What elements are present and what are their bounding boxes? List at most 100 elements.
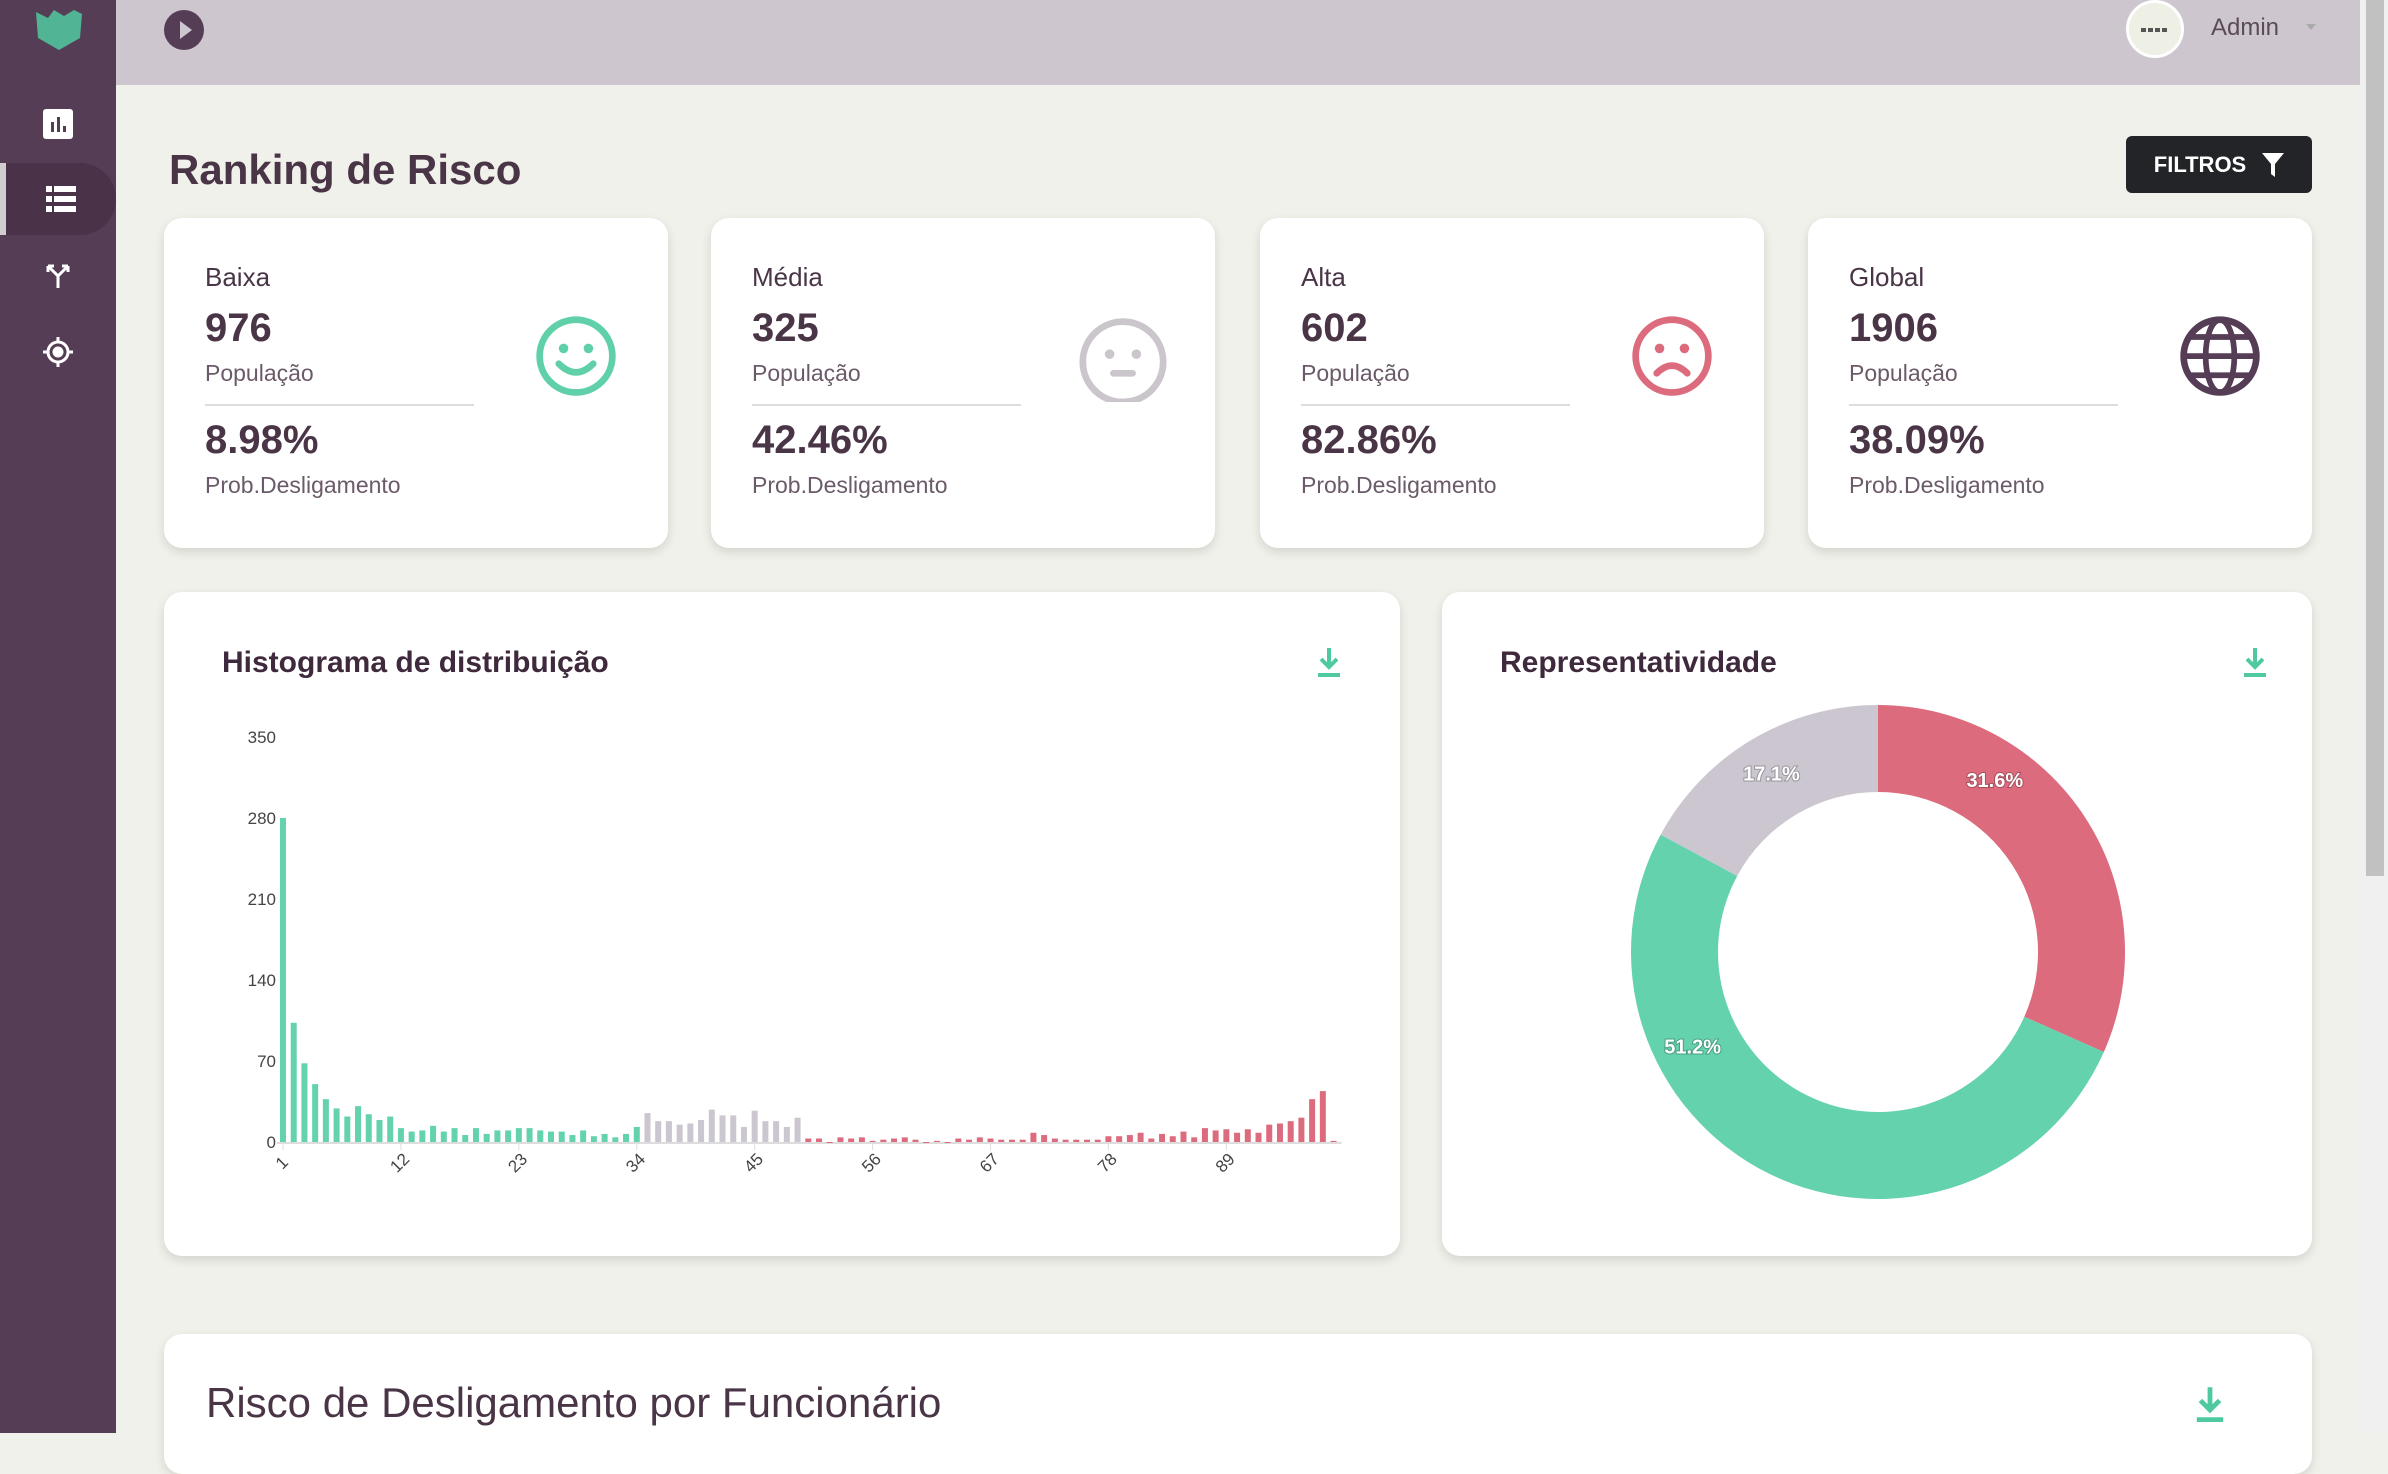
scrollbar-thumb[interactable] [2366, 0, 2384, 876]
histogram-bar[interactable] [612, 1137, 619, 1142]
histogram-bar[interactable] [848, 1138, 855, 1142]
histogram-bar[interactable] [558, 1131, 565, 1142]
histogram-bar[interactable] [1084, 1139, 1090, 1142]
histogram-bar[interactable] [1126, 1135, 1133, 1142]
histogram-bar[interactable] [322, 1099, 329, 1142]
histogram-bar[interactable] [1019, 1139, 1026, 1142]
download-icon[interactable] [1314, 646, 1344, 678]
histogram-bar[interactable] [987, 1138, 994, 1142]
histogram-bar[interactable] [1169, 1136, 1176, 1142]
histogram-bar[interactable] [676, 1124, 683, 1142]
histogram-bar[interactable] [966, 1139, 973, 1142]
filters-button[interactable]: FILTROS [2126, 136, 2312, 193]
histogram-bar[interactable] [312, 1084, 319, 1142]
histogram-bar[interactable] [1180, 1131, 1187, 1142]
histogram-bar[interactable] [665, 1121, 672, 1142]
donut-slice-alta[interactable] [1878, 705, 2125, 1052]
histogram-bar[interactable] [494, 1130, 501, 1142]
sidebar-item-dashboard[interactable] [0, 88, 116, 160]
histogram-bar[interactable] [837, 1137, 844, 1142]
donut-slice-baixa[interactable] [1630, 834, 2104, 1200]
histogram-bar[interactable] [1094, 1139, 1101, 1142]
histogram-bar[interactable] [762, 1121, 769, 1142]
histogram-bar[interactable] [290, 1022, 297, 1142]
avatar[interactable] [2126, 0, 2184, 58]
histogram-bar[interactable] [923, 1142, 930, 1143]
histogram-bar[interactable] [912, 1139, 919, 1142]
histogram-bar[interactable] [1255, 1132, 1262, 1142]
histogram-bar[interactable] [1030, 1132, 1037, 1142]
chevron-down-icon[interactable] [2306, 24, 2316, 30]
scrollbar[interactable] [2360, 0, 2388, 1433]
histogram-bar[interactable] [601, 1133, 608, 1142]
user-menu[interactable]: Admin [2211, 14, 2280, 41]
histogram-bar[interactable] [644, 1113, 651, 1142]
histogram-bar[interactable] [773, 1121, 780, 1142]
histogram-bar[interactable] [976, 1137, 983, 1142]
histogram-bar[interactable] [1298, 1117, 1305, 1142]
histogram-bar[interactable] [440, 1131, 447, 1142]
histogram-bar[interactable] [1073, 1139, 1080, 1142]
histogram-bar[interactable] [548, 1131, 554, 1142]
histogram-bar[interactable] [505, 1130, 512, 1142]
histogram-bar[interactable] [462, 1135, 469, 1142]
histogram-bar[interactable] [901, 1137, 908, 1142]
histogram-bar[interactable] [1212, 1130, 1219, 1142]
histogram-bar[interactable] [1105, 1136, 1112, 1142]
histogram-bar[interactable] [1191, 1137, 1198, 1142]
histogram-bar[interactable] [740, 1126, 747, 1142]
histogram-bar[interactable] [430, 1125, 437, 1142]
histogram-bar[interactable] [891, 1138, 898, 1142]
histogram-bar[interactable] [944, 1142, 951, 1143]
histogram-bar[interactable] [1234, 1132, 1241, 1142]
histogram-bar[interactable] [708, 1109, 715, 1142]
histogram-bar[interactable] [451, 1128, 458, 1142]
histogram-bar[interactable] [397, 1128, 404, 1142]
histogram-bar[interactable] [698, 1120, 705, 1142]
histogram-bar[interactable] [1244, 1129, 1251, 1142]
histogram-bar[interactable] [719, 1115, 726, 1142]
histogram-bar[interactable] [483, 1133, 490, 1142]
histogram-bar[interactable] [1266, 1124, 1273, 1142]
histogram-bar[interactable] [633, 1126, 640, 1142]
histogram-bar[interactable] [569, 1135, 576, 1142]
histogram-bar[interactable] [955, 1138, 962, 1142]
histogram-bar[interactable] [590, 1136, 597, 1142]
histogram-bar[interactable] [472, 1128, 479, 1142]
histogram-bar[interactable] [751, 1110, 758, 1142]
histogram-bar[interactable] [783, 1126, 790, 1142]
histogram-bar[interactable] [408, 1131, 415, 1142]
histogram-bar[interactable] [1223, 1129, 1230, 1142]
histogram-bar[interactable] [1051, 1138, 1058, 1142]
histogram-bar[interactable] [1276, 1123, 1283, 1142]
histogram-bar[interactable] [419, 1130, 426, 1142]
donut-slice-média[interactable] [1660, 705, 1878, 876]
histogram-bar[interactable] [730, 1115, 737, 1142]
histogram-bar[interactable] [1041, 1135, 1048, 1142]
histogram-bar[interactable] [869, 1140, 876, 1142]
histogram-bar[interactable] [355, 1106, 362, 1142]
histogram-bar[interactable] [826, 1142, 833, 1143]
download-icon[interactable] [2240, 646, 2270, 678]
histogram-bar[interactable] [1008, 1139, 1015, 1142]
histogram-bar[interactable] [655, 1121, 662, 1142]
histogram-bar[interactable] [537, 1130, 544, 1142]
sidebar-toggle-play-icon[interactable] [164, 10, 204, 50]
histogram-bar[interactable] [344, 1116, 351, 1142]
histogram-bar[interactable] [387, 1116, 394, 1142]
histogram-bar[interactable] [880, 1139, 887, 1142]
histogram-bar[interactable] [1309, 1099, 1316, 1142]
histogram-bar[interactable] [1062, 1139, 1069, 1142]
histogram-bar[interactable] [1159, 1133, 1166, 1142]
histogram-bar[interactable] [1319, 1091, 1326, 1142]
histogram-bar[interactable] [816, 1138, 822, 1142]
histogram-bar[interactable] [858, 1137, 865, 1142]
histogram-bar[interactable] [623, 1133, 630, 1142]
download-icon[interactable] [2192, 1384, 2228, 1424]
histogram-bar[interactable] [805, 1138, 812, 1142]
sidebar-item-paths[interactable] [0, 240, 116, 312]
histogram-bar[interactable] [1137, 1132, 1144, 1142]
histogram-bar[interactable] [1116, 1136, 1123, 1142]
histogram-bar[interactable] [515, 1128, 522, 1142]
histogram-bar[interactable] [998, 1139, 1005, 1142]
